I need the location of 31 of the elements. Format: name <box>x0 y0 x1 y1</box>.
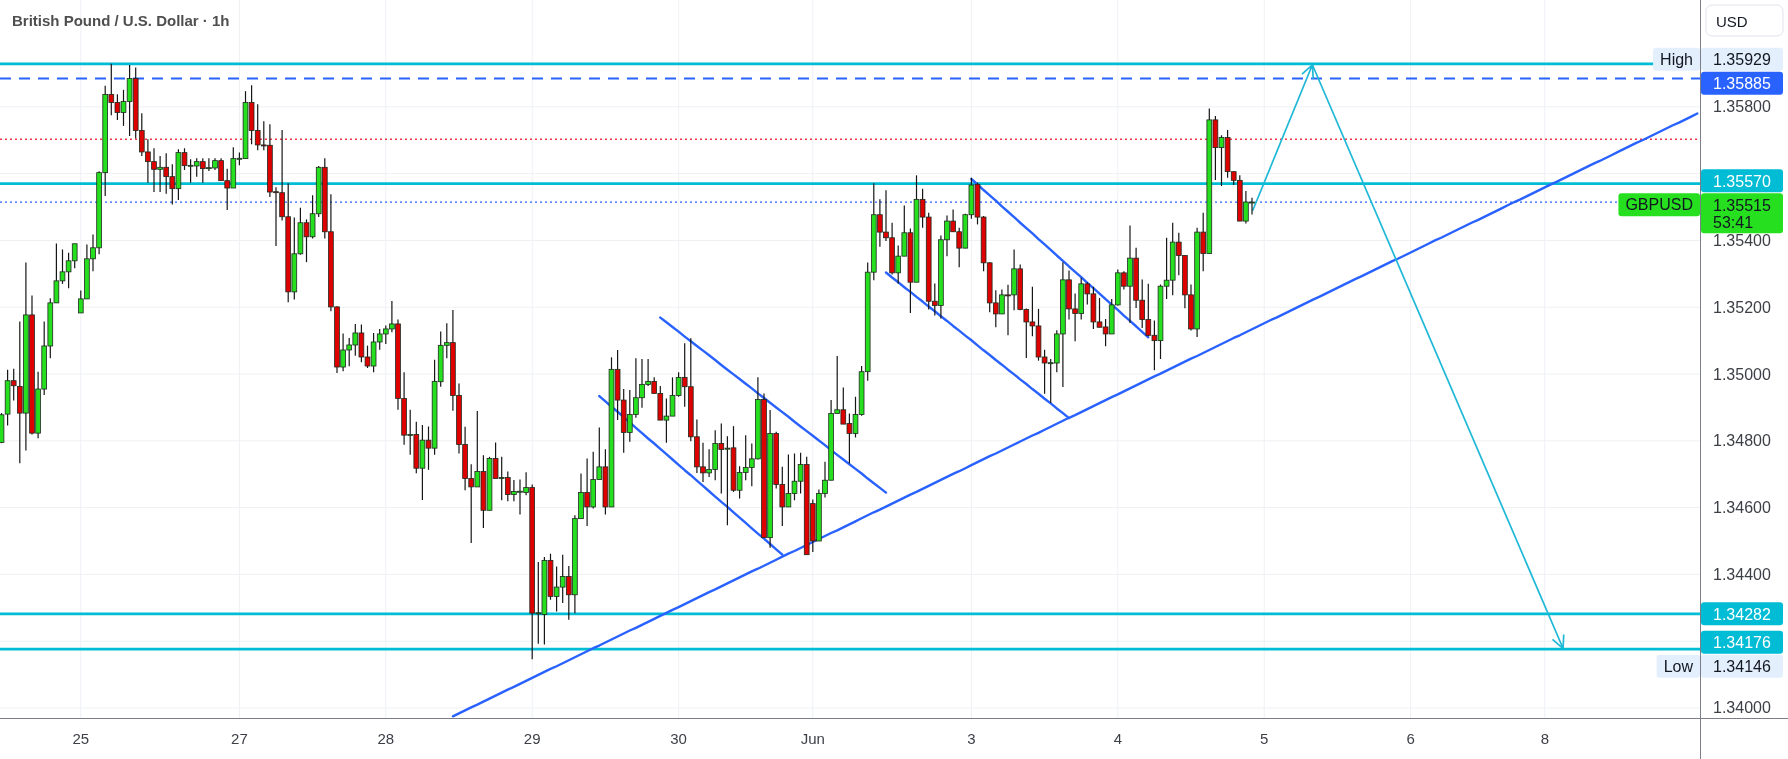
x-tick-label: 3 <box>967 729 976 747</box>
ref-line-label: 1.34176 <box>1713 633 1771 651</box>
y-tick-label: 1.34000 <box>1713 699 1771 717</box>
y-tick-label: 1.35200 <box>1713 298 1771 316</box>
annotation: High <box>1660 50 1693 68</box>
y-tick-label: 1.35400 <box>1713 231 1771 249</box>
x-tick-label: Jun <box>800 729 825 747</box>
y-tick-label: 1.34400 <box>1713 565 1771 583</box>
x-tick-label: 25 <box>72 729 90 747</box>
ref-line-label: 1.35515 53:41 <box>1713 196 1771 231</box>
x-tick-label: 4 <box>1113 729 1122 747</box>
y-tick-label: 1.35000 <box>1713 365 1771 383</box>
x-tick-label: 30 <box>670 729 687 747</box>
y-tick-label: 1.34146 <box>1713 657 1771 675</box>
annotation: Low <box>1663 657 1694 675</box>
x-tick-label: 28 <box>377 729 395 747</box>
y-tick-label: 1.35929 <box>1713 50 1771 68</box>
y-axis-title: USD <box>1716 12 1748 30</box>
x-tick-label: 29 <box>523 729 541 747</box>
y-tick-label: 1.34800 <box>1713 432 1771 450</box>
ref-line-label: 1.35885 <box>1713 74 1771 92</box>
x-tick-label: 6 <box>1406 729 1415 747</box>
x-tick-label: 8 <box>1540 729 1549 747</box>
x-tick-label: 27 <box>231 729 248 747</box>
annotation: GBPUSD <box>1625 196 1694 214</box>
ref-line-label: 1.34282 <box>1713 605 1771 623</box>
y-tick-label: 1.35800 <box>1713 98 1771 116</box>
text: British Pound / U.S. Dollar · 1h <box>12 12 230 29</box>
x-tick-label: 5 <box>1260 729 1269 747</box>
ref-line-label: 1.35570 <box>1713 172 1771 190</box>
y-tick-label: 1.34600 <box>1713 499 1771 517</box>
